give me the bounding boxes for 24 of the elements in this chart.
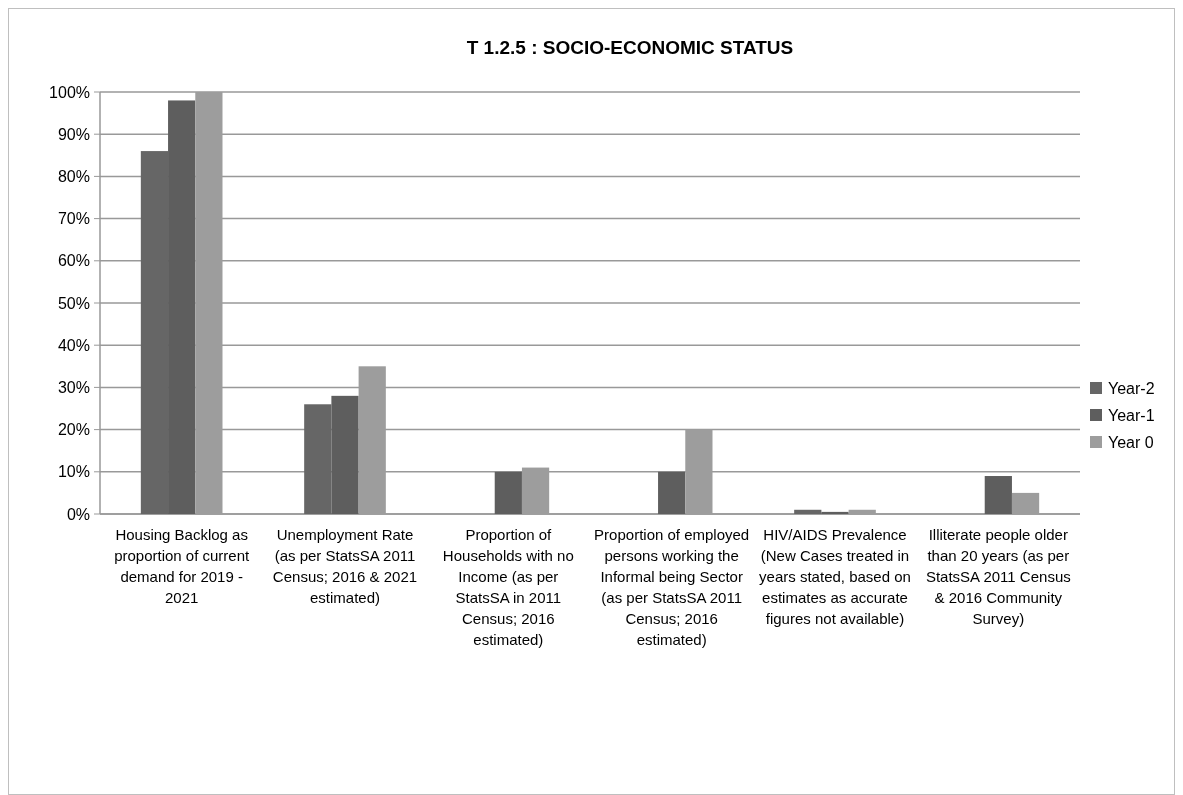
y-tick-label: 100% (49, 83, 90, 101)
y-tick-label: 70% (57, 210, 90, 228)
bar (494, 471, 522, 514)
y-tick-label: 90% (57, 125, 90, 143)
y-tick-label: 50% (57, 294, 90, 312)
bar (984, 476, 1012, 514)
y-tick-label: 30% (57, 379, 90, 396)
x-tick-label: Illiterate people older than 20 years (as per StatsSA 2011 Census & 2016 Community Survey) (925, 526, 1071, 627)
y-tick-label: 40% (57, 336, 90, 354)
x-tick-label: Proportion of Households with no Income (as per StatsSA in 2011 Census; 2016 estimated) (442, 526, 574, 648)
x-tick-label: HIV/AIDS Prevalence (New Cases treated in years stated, based on estimates as accurate figures not available) (759, 526, 911, 627)
y-tick-label: 20% (57, 421, 90, 439)
x-tick-label: Housing Backlog as proportion of current demand for 2019 - 2021 (114, 526, 251, 606)
y-tick-label: 10% (57, 463, 90, 481)
x-tick-label: Unemployment Rate (as per StatsSA 2011 Census; 2016 & 2021 estimated) (272, 526, 418, 606)
x-tick-label: Proportion of employed persons working the Informal being Sector (as per StatsSA 2011 Census; 2016 estimated) (594, 526, 750, 648)
chart-title: T 1.2.5 : SOCIO-ECONOMIC STATUS (466, 37, 794, 58)
y-tick-label: 60% (57, 252, 90, 270)
legend-label: Year 0 (1108, 433, 1154, 451)
legend-label: Year-2 (1108, 379, 1155, 397)
bar (658, 471, 686, 514)
legend-label: Year-1 (1108, 406, 1155, 424)
y-tick-label: 80% (57, 168, 90, 185)
y-tick-label: 0% (66, 505, 90, 523)
